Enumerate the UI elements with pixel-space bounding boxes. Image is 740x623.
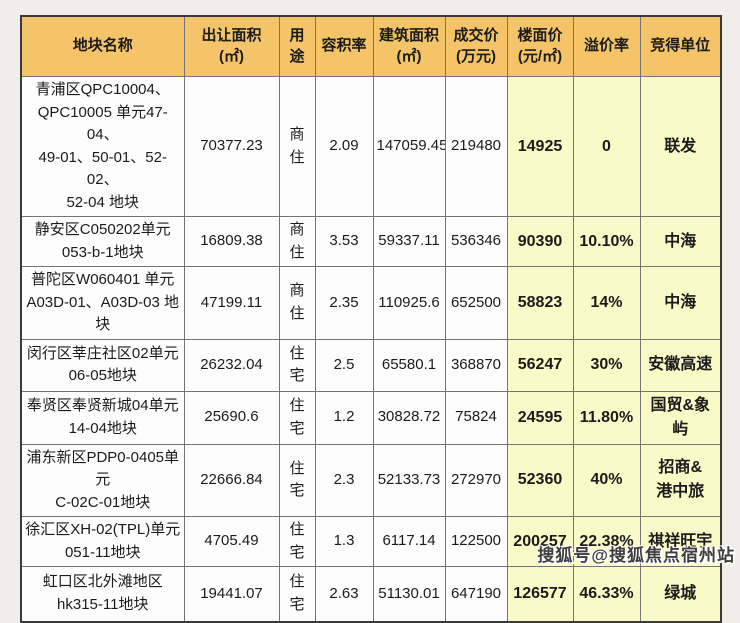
cell-deal-price: 647190 xyxy=(444,566,508,622)
cell-use: 商住 xyxy=(278,216,316,267)
table-row: 青浦区QPC10004、 QPC10005 单元47-04、 49-01、50-… xyxy=(20,76,722,217)
header-far: 容积率 xyxy=(314,15,374,77)
cell-premium-rate: 11.80% xyxy=(572,390,641,445)
header-winner: 竞得单位 xyxy=(639,15,722,77)
cell-transfer-area: 22666.84 xyxy=(183,443,280,517)
cell-use: 住宅 xyxy=(278,390,316,445)
cell-transfer-area: 47199.11 xyxy=(183,266,280,340)
cell-floor-price: 52360 xyxy=(506,443,574,517)
cell-deal-price: 536346 xyxy=(444,216,508,267)
cell-parcel-name: 静安区C050202单元 053-b-1地块 xyxy=(20,216,185,267)
cell-premium-rate: 40% xyxy=(572,443,641,517)
table-row: 闵行区莘庄社区02单元 06-05地块 26232.04 住宅 2.5 6558… xyxy=(20,338,722,392)
cell-floor-price: 14925 xyxy=(506,76,574,217)
cell-deal-price: 75824 xyxy=(444,390,508,445)
cell-winner: 招商& 港中旅 xyxy=(639,443,722,517)
cell-premium-rate: 14% xyxy=(572,266,641,340)
cell-far: 2.5 xyxy=(314,338,374,392)
cell-transfer-area: 26232.04 xyxy=(183,338,280,392)
cell-far: 2.3 xyxy=(314,443,374,517)
cell-building-area: 59337.11 xyxy=(372,216,446,267)
table-row: 普陀区W060401 单元 A03D-01、A03D-03 地块 47199.1… xyxy=(20,266,722,340)
cell-premium-rate: 0 xyxy=(572,76,641,217)
cell-transfer-area: 4705.49 xyxy=(183,516,280,567)
cell-parcel-name: 徐汇区XH-02(TPL)单元 051-11地块 xyxy=(20,516,185,567)
cell-use: 住宅 xyxy=(278,443,316,517)
cell-floor-price: 90390 xyxy=(506,216,574,267)
cell-building-area: 30828.72 xyxy=(372,390,446,445)
header-parcel-name: 地块名称 xyxy=(20,15,185,77)
cell-premium-rate: 10.10% xyxy=(572,216,641,267)
cell-transfer-area: 25690.6 xyxy=(183,390,280,445)
cell-use: 住宅 xyxy=(278,516,316,567)
header-floor-price: 楼面价 (元/㎡) xyxy=(506,15,574,77)
cell-parcel-name: 奉贤区奉贤新城04单元 14-04地块 xyxy=(20,390,185,445)
cell-deal-price: 368870 xyxy=(444,338,508,392)
cell-winner: 联发 xyxy=(639,76,722,217)
cell-use: 住宅 xyxy=(278,566,316,622)
cell-building-area: 51130.01 xyxy=(372,566,446,622)
cell-deal-price: 272970 xyxy=(444,443,508,517)
cell-far: 2.35 xyxy=(314,266,374,340)
cell-use: 商住 xyxy=(278,266,316,340)
cell-winner: 中海 xyxy=(639,216,722,267)
cell-parcel-name: 虹口区北外滩地区 hk315-11地块 xyxy=(20,566,185,622)
table-row: 虹口区北外滩地区 hk315-11地块 19441.07 住宅 2.63 511… xyxy=(20,566,722,622)
cell-winner: 国贸&象屿 xyxy=(639,390,722,445)
cell-building-area: 147059.45 xyxy=(372,76,446,217)
header-building-area: 建筑面积 (㎡) xyxy=(372,15,446,77)
header-use: 用途 xyxy=(278,15,316,77)
cell-far: 1.2 xyxy=(314,390,374,445)
cell-transfer-area: 19441.07 xyxy=(183,566,280,622)
header-premium-rate: 溢价率 xyxy=(572,15,641,77)
cell-transfer-area: 16809.38 xyxy=(183,216,280,267)
land-parcel-table: 地块名称 出让面积 (㎡) 用途 容积率 建筑面积 (㎡) 成交价 (万元) 楼… xyxy=(20,15,722,623)
header-row: 地块名称 出让面积 (㎡) 用途 容积率 建筑面积 (㎡) 成交价 (万元) 楼… xyxy=(20,15,722,77)
cell-use: 住宅 xyxy=(278,338,316,392)
cell-floor-price: 24595 xyxy=(506,390,574,445)
cell-winner: 安徽高速 xyxy=(639,338,722,392)
header-deal-price: 成交价 (万元) xyxy=(444,15,508,77)
cell-transfer-area: 70377.23 xyxy=(183,76,280,217)
cell-premium-rate: 46.33% xyxy=(572,566,641,622)
sohu-watermark: 搜狐号@搜狐焦点宿州站 xyxy=(537,546,735,565)
header-transfer-area: 出让面积 (㎡) xyxy=(183,15,280,77)
cell-far: 2.63 xyxy=(314,566,374,622)
cell-parcel-name: 浦东新区PDP0-0405单元 C-02C-01地块 xyxy=(20,443,185,517)
cell-far: 1.3 xyxy=(314,516,374,567)
cell-parcel-name: 普陀区W060401 单元 A03D-01、A03D-03 地块 xyxy=(20,266,185,340)
cell-building-area: 110925.6 xyxy=(372,266,446,340)
cell-building-area: 52133.73 xyxy=(372,443,446,517)
cell-far: 2.09 xyxy=(314,76,374,217)
table-row: 浦东新区PDP0-0405单元 C-02C-01地块 22666.84 住宅 2… xyxy=(20,443,722,517)
cell-building-area: 65580.1 xyxy=(372,338,446,392)
cell-winner: 绿城 xyxy=(639,566,722,622)
cell-premium-rate: 30% xyxy=(572,338,641,392)
cell-use: 商住 xyxy=(278,76,316,217)
cell-deal-price: 122500 xyxy=(444,516,508,567)
cell-parcel-name: 闵行区莘庄社区02单元 06-05地块 xyxy=(20,338,185,392)
cell-deal-price: 219480 xyxy=(444,76,508,217)
cell-floor-price: 126577 xyxy=(506,566,574,622)
cell-floor-price: 56247 xyxy=(506,338,574,392)
cell-building-area: 6117.14 xyxy=(372,516,446,567)
cell-far: 3.53 xyxy=(314,216,374,267)
cell-winner: 中海 xyxy=(639,266,722,340)
cell-parcel-name: 青浦区QPC10004、 QPC10005 单元47-04、 49-01、50-… xyxy=(20,76,185,217)
cell-deal-price: 652500 xyxy=(444,266,508,340)
table-row: 静安区C050202单元 053-b-1地块 16809.38 商住 3.53 … xyxy=(20,216,722,267)
table-row: 奉贤区奉贤新城04单元 14-04地块 25690.6 住宅 1.2 30828… xyxy=(20,390,722,445)
cell-floor-price: 58823 xyxy=(506,266,574,340)
